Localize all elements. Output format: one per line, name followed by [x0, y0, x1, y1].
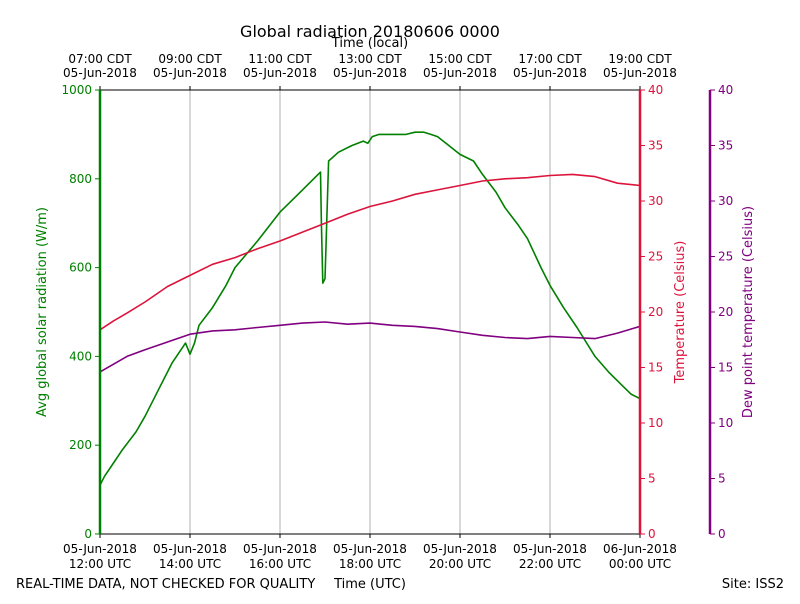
bottom-tick-label-time: 16:00 UTC [249, 557, 311, 571]
y-right2-tick-label: 15 [718, 361, 733, 375]
y-right1-tick-label: 5 [648, 472, 656, 486]
bottom-tick-label-date: 06-Jun-2018 [603, 542, 677, 556]
series-group [99, 131, 641, 486]
y-right1-tick-label: 25 [648, 250, 663, 264]
top-tick-label-time: 17:00 CDT [518, 52, 582, 66]
y-right1-tick-label: 15 [648, 361, 663, 375]
y-right2-tick-label: 0 [718, 527, 726, 541]
y-right2-axis-label: Dew point temperature (Celsius) [741, 206, 756, 418]
axes-group [98, 89, 712, 535]
y-right2-tick-label: 40 [718, 83, 733, 97]
bottom-tick-label-date: 05-Jun-2018 [63, 542, 137, 556]
series-line-2 [99, 321, 641, 373]
bottom-tick-label-date: 05-Jun-2018 [243, 542, 317, 556]
top-axis-label: Time (local) [331, 36, 408, 51]
grid-lines [189, 90, 551, 534]
bottom-tick-label-time: 18:00 UTC [339, 557, 401, 571]
y-right1-tick-label: 10 [648, 416, 663, 430]
top-tick-label-date: 05-Jun-2018 [513, 66, 587, 80]
y-left-tick-label: 400 [69, 349, 92, 363]
bottom-tick-label-time: 12:00 UTC [69, 557, 131, 571]
bottom-tick-label-time: 22:00 UTC [519, 557, 581, 571]
top-tick-label-date: 05-Jun-2018 [333, 66, 407, 80]
y-left-tick-label: 1000 [61, 83, 92, 97]
top-tick-label-time: 09:00 CDT [158, 52, 222, 66]
bottom-tick-label-time: 20:00 UTC [429, 557, 491, 571]
top-tick-label-time: 11:00 CDT [248, 52, 312, 66]
y-right2-tick-label: 30 [718, 194, 733, 208]
top-tick-label-date: 05-Jun-2018 [603, 66, 677, 80]
bottom-tick-label-date: 05-Jun-2018 [153, 542, 227, 556]
y-right1-tick-label: 35 [648, 139, 663, 153]
y-right1-tick-label: 20 [648, 305, 663, 319]
top-tick-label-time: 13:00 CDT [338, 52, 402, 66]
y-left-axis-label: Avg global solar radiation (W/m) [35, 207, 50, 417]
y-left-tick-label: 0 [84, 527, 92, 541]
y-right2-tick-label: 35 [718, 139, 733, 153]
top-tick-label-time: 15:00 CDT [428, 52, 492, 66]
y-right2-tick-label: 20 [718, 305, 733, 319]
x-axis-label: Time (UTC) [333, 577, 406, 592]
quality-disclaimer: REAL-TIME DATA, NOT CHECKED FOR QUALITY [16, 577, 315, 592]
y-left-tick-label: 800 [69, 172, 92, 186]
y-right1-axis-label: Temperature (Celsius) [673, 241, 688, 385]
y-right1-tick-label: 0 [648, 527, 656, 541]
y-right2-tick-label: 25 [718, 250, 733, 264]
y-left-tick-label: 200 [69, 438, 92, 452]
series-line-0 [99, 131, 641, 486]
top-tick-label-date: 05-Jun-2018 [63, 66, 137, 80]
top-tick-label-date: 05-Jun-2018 [423, 66, 497, 80]
series-line-1 [99, 173, 641, 331]
site-label: Site: ISS2 [722, 577, 784, 592]
bottom-tick-label-date: 05-Jun-2018 [333, 542, 407, 556]
y-right2-tick-label: 5 [718, 472, 726, 486]
bottom-tick-label-date: 05-Jun-2018 [423, 542, 497, 556]
top-tick-label-date: 05-Jun-2018 [243, 66, 317, 80]
bottom-tick-label-time: 00:00 UTC [609, 557, 671, 571]
y-right2-tick-label: 10 [718, 416, 733, 430]
y-right1-tick-label: 40 [648, 83, 663, 97]
bottom-tick-label-time: 14:00 UTC [159, 557, 221, 571]
bottom-tick-label-date: 05-Jun-2018 [513, 542, 587, 556]
top-tick-label-time: 19:00 CDT [608, 52, 672, 66]
top-tick-label-date: 05-Jun-2018 [153, 66, 227, 80]
y-left-tick-label: 600 [69, 261, 92, 275]
y-right1-tick-label: 30 [648, 194, 663, 208]
top-tick-label-time: 07:00 CDT [68, 52, 132, 66]
chart-title: Global radiation 20180606 0000 [240, 22, 500, 41]
